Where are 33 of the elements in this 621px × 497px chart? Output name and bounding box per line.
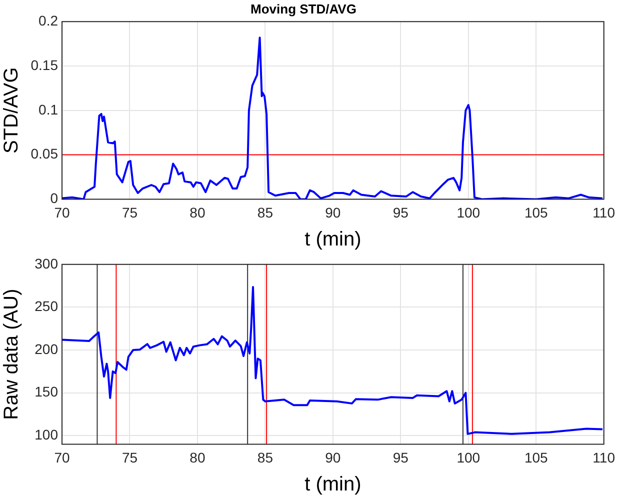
x-tick-label: 75 xyxy=(122,204,138,220)
y-tick-label: 0.05 xyxy=(30,146,58,162)
x-tick-label: 80 xyxy=(190,449,206,466)
x-tick-label: 110 xyxy=(592,449,616,466)
y-tick-label: 100 xyxy=(34,426,58,442)
x-tick-label: 105 xyxy=(524,204,548,220)
y-tick-label: 150 xyxy=(34,384,58,400)
y-tick-label: 0.2 xyxy=(38,12,58,28)
y-tick-label: 300 xyxy=(34,255,58,272)
x-tick-label: 80 xyxy=(190,204,206,220)
x-tick-label: 90 xyxy=(325,204,341,220)
x-tick-label: 70 xyxy=(54,449,70,466)
y-tick-label: 0.1 xyxy=(38,101,58,118)
y-tick-label: 0 xyxy=(50,190,58,206)
x-tick-label: 95 xyxy=(392,204,409,220)
x-tick-label: 110 xyxy=(592,204,616,220)
x-axis-title: t (min) xyxy=(304,228,362,251)
x-tick-label: 75 xyxy=(122,449,138,466)
y-axis-title: Raw data (AU) xyxy=(0,288,23,420)
x-axis-title: t (min) xyxy=(304,474,362,496)
y-tick-label: 250 xyxy=(34,298,58,314)
x-tick-label: 105 xyxy=(524,449,548,466)
x-tick-label: 100 xyxy=(456,449,480,466)
y-tick-label: 200 xyxy=(34,340,58,357)
x-tick-label: 90 xyxy=(325,449,341,466)
x-tick-label: 85 xyxy=(257,204,274,220)
chart-title: Moving STD/AVG xyxy=(250,1,356,16)
y-axis-title: STD/AVG xyxy=(0,67,23,154)
x-tick-label: 95 xyxy=(392,449,409,466)
x-tick-label: 70 xyxy=(54,204,70,220)
x-tick-label: 100 xyxy=(456,204,480,220)
x-tick-label: 85 xyxy=(257,449,274,466)
y-tick-label: 0.15 xyxy=(30,56,58,73)
